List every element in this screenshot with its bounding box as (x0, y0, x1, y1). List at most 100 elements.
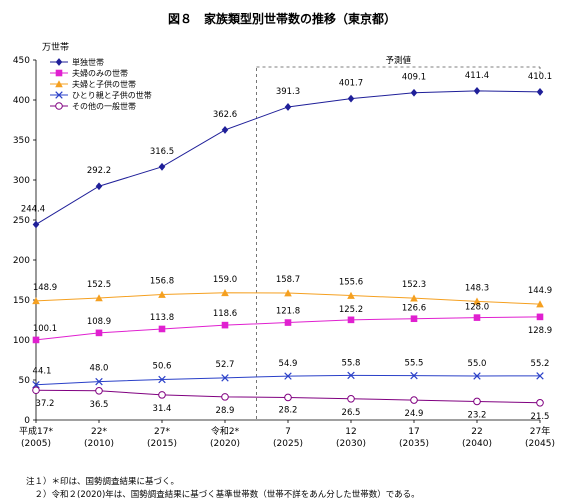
legend-item-4: その他の一般世帯 (50, 101, 136, 111)
data-label: 108.9 (87, 317, 111, 327)
y-tick-label: 250 (13, 216, 30, 226)
data-label: 411.4 (465, 71, 489, 81)
data-label: 21.5 (531, 412, 550, 422)
data-point-circle (410, 396, 418, 404)
legend-label: 夫婦のみの世帯 (72, 68, 128, 78)
data-point-cross (347, 371, 355, 380)
data-point-diamond (284, 103, 292, 111)
data-label: 148.9 (33, 283, 57, 293)
data-point-diamond (347, 94, 355, 103)
x-tick-label-year: (2035) (399, 439, 429, 449)
data-point-circle (473, 397, 481, 406)
data-point-square (158, 325, 166, 333)
series-0 (32, 86, 544, 229)
data-point-diamond (221, 126, 229, 134)
data-label: 118.6 (213, 309, 237, 319)
legend-item-0: 単独世帯 (50, 57, 104, 67)
data-label: 409.1 (402, 73, 426, 83)
x-tick-label: 27年 (530, 425, 550, 437)
data-labels: 244.4 292.2 316.5 362.6 391.3 401.7 409.1 411.4… (21, 71, 552, 422)
data-label: 152.5 (87, 280, 111, 290)
data-point-triangle (95, 294, 103, 302)
forecast-label: 予測値 (385, 55, 411, 66)
series-2 (32, 289, 544, 308)
x-tick-label: 7 (285, 427, 291, 437)
data-point-circle (55, 102, 63, 110)
data-point-triangle (221, 289, 229, 297)
data-label: 54.9 (279, 359, 298, 369)
data-point-cross (158, 375, 166, 384)
y-tick-label: 350 (13, 136, 30, 146)
data-label: 55.8 (342, 358, 361, 368)
y-tick-label: 450 (13, 56, 30, 66)
data-point-triangle (55, 80, 63, 88)
data-label: 37.2 (36, 399, 55, 409)
data-point-square (410, 315, 418, 323)
data-point-square (536, 313, 544, 321)
data-label: 26.5 (342, 408, 361, 418)
data-label: 28.9 (216, 406, 235, 416)
x-tick-label-year: (2020) (210, 439, 240, 449)
data-label: 159.0 (213, 275, 237, 285)
x-tick-label-year: (2030) (336, 439, 366, 449)
x-tick-label: 12 (345, 427, 356, 437)
data-label: 144.9 (528, 286, 552, 296)
y-tick-label: 50 (19, 376, 31, 386)
data-label: 113.8 (150, 313, 174, 323)
legend-item-2: 夫婦と子供の世帯 (50, 79, 136, 89)
data-label: 401.7 (339, 79, 363, 89)
data-point-square (473, 314, 481, 321)
data-point-triangle (158, 290, 166, 298)
data-point-square (95, 329, 103, 337)
data-label: 244.4 (21, 204, 45, 214)
y-tick-label: 400 (13, 96, 30, 106)
data-point-diamond (473, 86, 481, 95)
y-tick-label: 300 (13, 176, 30, 186)
data-point-square (284, 319, 292, 326)
data-point-triangle (473, 297, 481, 305)
data-point-cross (221, 374, 229, 382)
data-point-cross (410, 371, 418, 380)
data-label: 158.7 (276, 275, 300, 285)
data-label: 156.8 (150, 277, 174, 287)
data-point-square (55, 69, 63, 77)
x-tick-label-year: (2015) (147, 439, 177, 449)
data-label: 28.2 (279, 405, 298, 415)
data-point-circle (221, 393, 229, 401)
data-point-triangle (32, 297, 40, 305)
data-label: 121.8 (276, 307, 300, 317)
legend-box (44, 55, 170, 121)
data-point-circle (32, 386, 40, 395)
x-tick-label: 平成17* (19, 425, 53, 437)
data-label: 155.6 (339, 278, 363, 288)
forecast-region: 予測値 (256, 55, 541, 420)
data-label: 44.1 (33, 367, 52, 377)
data-point-diamond (158, 162, 166, 171)
legend-item-1: 夫婦のみの世帯 (50, 68, 128, 78)
data-point-cross (95, 377, 103, 386)
data-point-diamond (536, 88, 544, 96)
data-point-diamond (410, 88, 418, 97)
series-4 (32, 386, 544, 407)
line-chart: 図８ 家族類型別世帯数の推移（東京都） 万世帯 0 50 100 150 200 250 3… (13, 11, 555, 449)
y-tick-label: 100 (13, 336, 30, 346)
data-point-circle (284, 393, 292, 402)
data-label: 36.5 (90, 400, 109, 410)
data-label: 316.5 (150, 147, 174, 157)
x-tick-label-year: (2040) (462, 439, 492, 449)
data-label: 100.1 (33, 324, 57, 334)
x-tick-label-year: (2045) (525, 439, 555, 449)
data-point-cross (473, 372, 481, 380)
data-point-triangle (536, 300, 544, 308)
y-tick-label: 200 (13, 256, 30, 266)
data-point-diamond (95, 182, 103, 191)
series-1 (32, 313, 544, 344)
data-label: 152.3 (402, 280, 426, 290)
y-tick-label: 150 (13, 296, 30, 306)
x-tick-label: 22 (471, 427, 482, 437)
x-tick-label: 22* (91, 427, 107, 437)
data-label: 128.0 (465, 303, 489, 313)
data-point-circle (347, 395, 355, 403)
data-point-square (32, 336, 40, 344)
